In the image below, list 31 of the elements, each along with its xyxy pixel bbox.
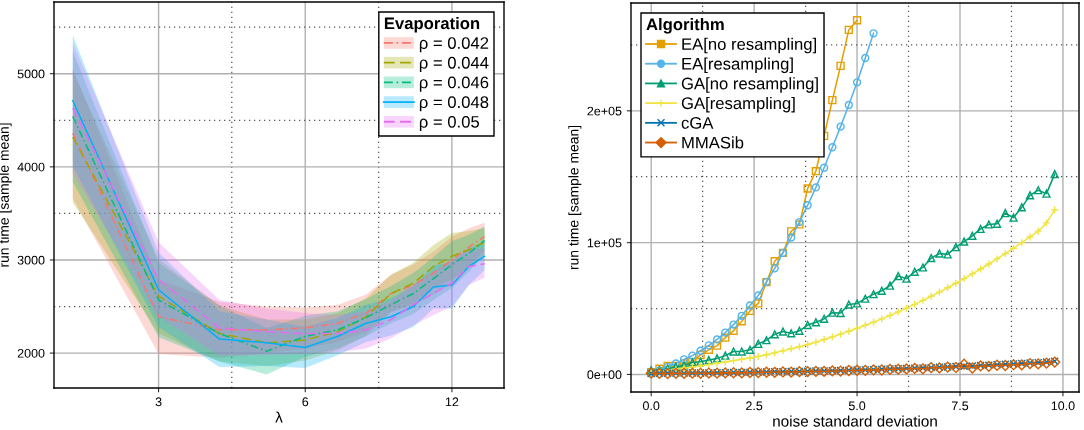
x-tick-label: 12	[445, 397, 459, 407]
y-tick-label: 3000	[17, 255, 45, 265]
x-axis-title: λ	[275, 411, 283, 423]
legend-label: ρ = 0.05	[419, 115, 480, 132]
x-tick-label: 0.0	[642, 401, 660, 411]
legend-label: ρ = 0.046	[419, 76, 489, 92]
legend-label: cGA	[681, 117, 714, 129]
legend-label: ρ = 0.044	[419, 56, 489, 72]
y-tick-label: 5000	[17, 69, 45, 79]
x-tick-label: 3	[155, 397, 162, 407]
legend-label: MMASib	[682, 136, 744, 149]
legend-label: GA[no resampling]	[681, 77, 818, 93]
x-tick-label: 7.5	[951, 401, 969, 411]
y-tick-label: 2000	[17, 348, 45, 358]
legend-label: ρ = 0.042	[419, 37, 489, 53]
legend-label: EA[no resampling]	[682, 37, 816, 54]
x-tick-label: 2.5	[746, 401, 763, 411]
y-axis-title: run time [sample mean]	[568, 125, 582, 270]
y-tick-label: 2e+05	[587, 106, 622, 116]
legend-label: EA[resampling]	[682, 57, 793, 74]
x-tick-label: 5.0	[848, 401, 866, 411]
y-tick-label: 0e+00	[587, 370, 622, 380]
legend-label: GA[resampling]	[681, 96, 795, 113]
x-tick-label: 10.0	[1051, 401, 1075, 411]
legend-label: ρ = 0.048	[419, 96, 489, 112]
y-tick-label: 1e+05	[587, 238, 622, 248]
x-axis-title: noise standard deviation	[773, 415, 937, 427]
y-tick-label: 4000	[17, 162, 45, 172]
x-tick-label: 6	[302, 397, 309, 407]
legend-title: Evaporation	[384, 17, 480, 33]
legend-title: Algorithm	[646, 18, 724, 34]
